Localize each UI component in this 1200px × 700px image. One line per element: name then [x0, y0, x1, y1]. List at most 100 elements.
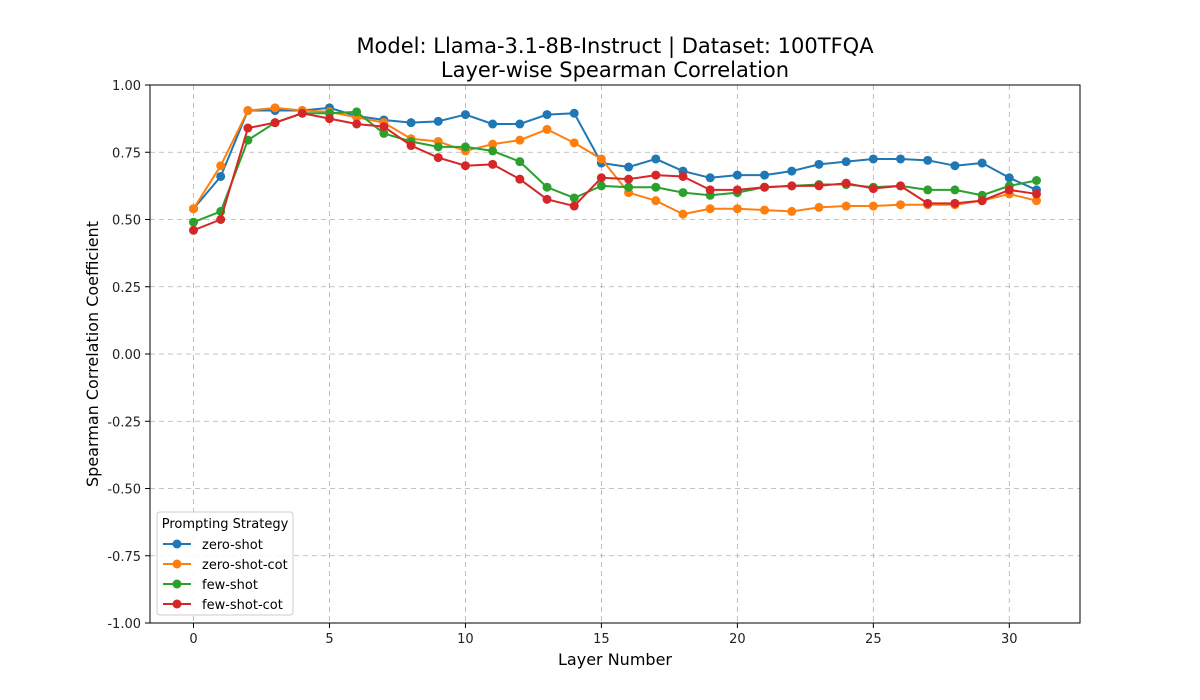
x-axis-label: Layer Number	[558, 650, 672, 669]
y-tick-label: -0.25	[107, 415, 141, 430]
data-point-zero-shot-cot	[651, 196, 661, 206]
data-point-few-shot	[678, 188, 688, 198]
data-point-few-shot-cot	[760, 182, 770, 192]
x-tick-label: 0	[189, 632, 197, 647]
data-point-few-shot	[923, 185, 933, 195]
legend-item-few-shot: few-shot	[163, 578, 258, 593]
x-tick-label: 30	[1001, 632, 1018, 647]
legend-title: Prompting Strategy	[162, 517, 289, 532]
y-tick-label: 0.25	[112, 281, 141, 296]
y-tick-label: 0.75	[112, 146, 141, 161]
data-point-few-shot	[624, 182, 634, 192]
chart-subtitle: Layer-wise Spearman Correlation	[441, 58, 789, 82]
data-point-few-shot-cot	[732, 185, 742, 195]
data-point-zero-shot	[515, 119, 525, 129]
legend-label: few-shot	[202, 578, 258, 593]
data-point-zero-shot-cot	[868, 201, 878, 211]
data-point-few-shot-cot	[1004, 185, 1014, 195]
data-point-zero-shot-cot	[896, 200, 906, 210]
data-point-zero-shot	[1004, 173, 1014, 183]
y-axis-label: Spearman Correlation Coefficient	[83, 221, 102, 487]
data-point-few-shot-cot	[189, 225, 199, 235]
data-point-few-shot	[596, 181, 606, 191]
data-point-zero-shot-cot	[841, 201, 851, 211]
data-point-few-shot-cot	[216, 215, 226, 224]
data-point-few-shot-cot	[624, 174, 634, 184]
data-point-zero-shot	[624, 162, 634, 172]
data-point-zero-shot-cot	[787, 206, 797, 216]
data-point-few-shot-cot	[841, 178, 851, 188]
data-point-few-shot-cot	[678, 171, 688, 181]
data-point-few-shot	[379, 128, 389, 138]
data-point-zero-shot	[814, 159, 824, 169]
data-point-few-shot	[1031, 175, 1041, 185]
data-point-few-shot-cot	[1031, 189, 1041, 199]
data-point-few-shot	[433, 142, 443, 152]
data-point-few-shot	[515, 157, 525, 167]
y-tick-label: -1.00	[107, 617, 141, 632]
data-point-zero-shot-cot	[705, 204, 715, 214]
data-point-few-shot	[189, 217, 199, 227]
data-point-zero-shot	[406, 118, 416, 128]
data-point-few-shot-cot	[542, 194, 552, 204]
data-point-few-shot-cot	[488, 159, 498, 169]
data-point-zero-shot	[868, 154, 878, 164]
data-point-few-shot-cot	[896, 181, 906, 191]
data-point-few-shot-cot	[977, 196, 987, 206]
data-point-few-shot	[651, 182, 661, 192]
x-tick-label: 10	[457, 632, 474, 647]
data-point-zero-shot-cot	[216, 161, 226, 171]
data-point-zero-shot	[216, 171, 226, 181]
legend-label: few-shot-cot	[202, 598, 283, 613]
data-point-zero-shot-cot	[732, 204, 742, 214]
data-point-zero-shot-cot	[678, 209, 688, 219]
data-point-few-shot-cot	[460, 161, 470, 171]
series-layer	[189, 103, 1041, 235]
legend-item-zero-shot: zero-shot	[163, 538, 263, 553]
data-point-zero-shot	[433, 116, 443, 126]
data-point-few-shot-cot	[596, 173, 606, 183]
x-tick-label: 25	[865, 632, 882, 647]
y-tick-label: 0.00	[112, 348, 141, 363]
data-point-few-shot	[542, 182, 552, 192]
series-line-zero-shot	[192, 106, 1037, 210]
data-point-zero-shot-cot	[189, 204, 199, 214]
data-point-zero-shot-cot	[270, 103, 280, 113]
legend-items: zero-shot zero-shot-cot few-shot few-shot-c…	[163, 538, 288, 613]
legend-item-few-shot-cot: few-shot-cot	[163, 598, 283, 613]
legend-item-zero-shot-cot: zero-shot-cot	[163, 558, 288, 573]
x-tick-label: 5	[325, 632, 333, 647]
legend-marker	[172, 579, 182, 589]
y-tick-label: -0.50	[107, 483, 141, 498]
data-point-few-shot-cot	[433, 153, 443, 163]
data-point-zero-shot	[950, 161, 960, 171]
data-point-zero-shot-cot	[488, 139, 498, 149]
ticks: 0 5 10 15 20 25 30 -1.00 -0.75 -0.50 -0.25 0.00 0.25…	[107, 79, 1017, 647]
data-point-zero-shot-cot	[515, 135, 525, 145]
y-tick-label: -0.75	[107, 550, 141, 565]
data-point-zero-shot	[651, 154, 661, 164]
legend-marker	[172, 539, 182, 549]
data-point-few-shot-cot	[379, 122, 389, 132]
data-point-few-shot	[352, 107, 362, 117]
data-point-zero-shot	[488, 119, 498, 129]
data-point-few-shot	[569, 193, 579, 203]
data-point-zero-shot	[705, 173, 715, 183]
series-line-few-shot-cot	[193, 112, 1037, 232]
legend-box	[156, 511, 294, 616]
data-point-few-shot-cot	[814, 181, 824, 191]
y-tick-label: 1.00	[112, 79, 141, 94]
series-few-shot-cot	[189, 108, 1041, 235]
data-point-few-shot-cot	[950, 198, 960, 208]
data-point-few-shot-cot	[352, 119, 362, 129]
data-point-few-shot-cot	[515, 174, 525, 184]
x-tick-label: 20	[729, 632, 746, 647]
data-point-few-shot-cot	[787, 181, 797, 191]
legend-marker	[172, 559, 182, 569]
data-point-few-shot-cot	[270, 118, 280, 128]
data-point-zero-shot	[787, 166, 797, 176]
data-point-zero-shot-cot	[569, 138, 579, 148]
data-point-zero-shot	[569, 108, 579, 118]
data-point-few-shot-cot	[243, 123, 253, 133]
data-point-few-shot-cot	[923, 198, 933, 208]
